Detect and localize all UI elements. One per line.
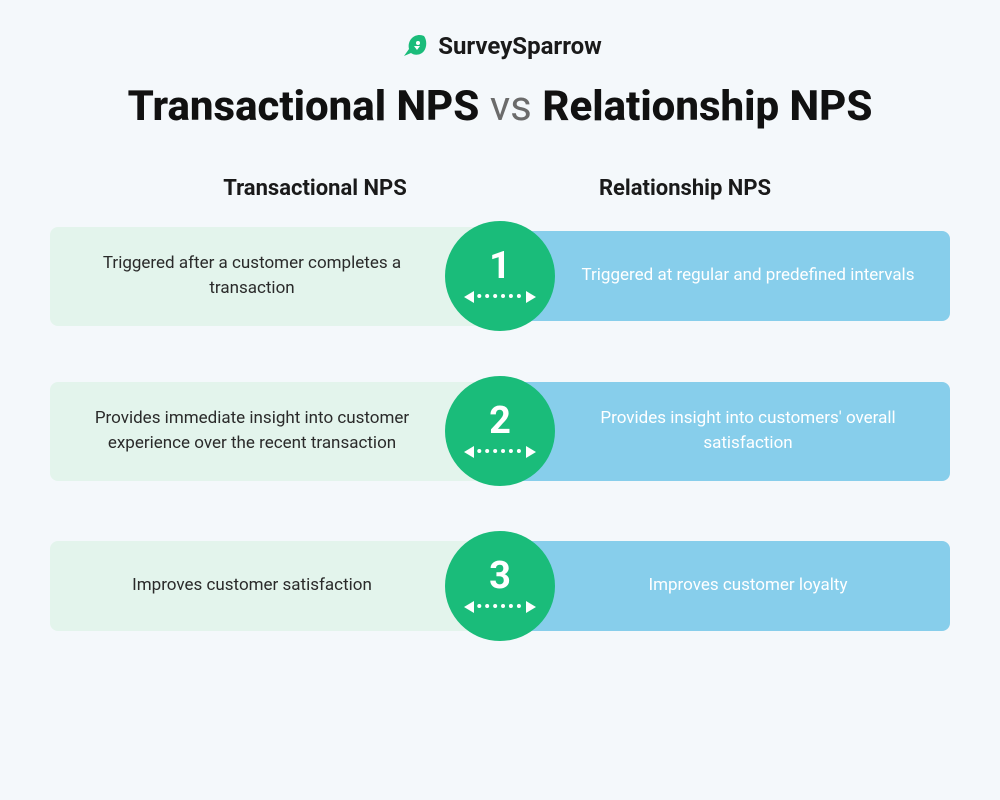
dots-icon: •••••• <box>476 599 524 615</box>
logo-container: SurveySparrow <box>50 30 950 62</box>
right-box-1: Triggered at regular and predefined inte… <box>500 231 950 321</box>
arrow-left-icon <box>464 446 474 458</box>
title-vs: vs <box>490 82 532 131</box>
center-circle-2: 2 •••••• <box>445 376 555 486</box>
title-right: Relationship NPS <box>542 82 872 131</box>
comparison-row-3: Improves customer satisfaction 3 •••••• … <box>50 536 950 636</box>
right-column-header: Relationship NPS <box>500 176 870 201</box>
logo-text: SurveySparrow <box>438 32 602 60</box>
dotted-arrow-icon: •••••• <box>464 599 536 615</box>
arrow-right-icon <box>526 446 536 458</box>
dotted-arrow-icon: •••••• <box>464 444 536 460</box>
right-box-2: Provides insight into customers' overall… <box>500 382 950 481</box>
column-headers: Transactional NPS Relationship NPS <box>50 176 950 201</box>
arrow-right-icon <box>526 601 536 613</box>
main-title: Transactional NPS vs Relationship NPS <box>50 82 950 131</box>
dotted-arrow-icon: •••••• <box>464 289 536 305</box>
arrow-left-icon <box>464 601 474 613</box>
circle-number-1: 1 <box>489 247 511 285</box>
comparison-row-1: Triggered after a customer completes a t… <box>50 226 950 326</box>
left-box-2: Provides immediate insight into customer… <box>50 382 500 481</box>
circle-number-3: 3 <box>489 557 511 595</box>
center-circle-1: 1 •••••• <box>445 221 555 331</box>
dots-icon: •••••• <box>476 289 524 305</box>
dots-icon: •••••• <box>476 444 524 460</box>
right-box-3: Improves customer loyalty <box>500 541 950 631</box>
comparison-row-2: Provides immediate insight into customer… <box>50 381 950 481</box>
center-circle-3: 3 •••••• <box>445 531 555 641</box>
left-box-3: Improves customer satisfaction <box>50 541 500 631</box>
left-box-1: Triggered after a customer completes a t… <box>50 227 500 326</box>
sparrow-icon <box>398 30 430 62</box>
circle-number-2: 2 <box>489 402 511 440</box>
arrow-right-icon <box>526 291 536 303</box>
title-left: Transactional NPS <box>128 82 480 131</box>
arrow-left-icon <box>464 291 474 303</box>
left-column-header: Transactional NPS <box>130 176 500 201</box>
